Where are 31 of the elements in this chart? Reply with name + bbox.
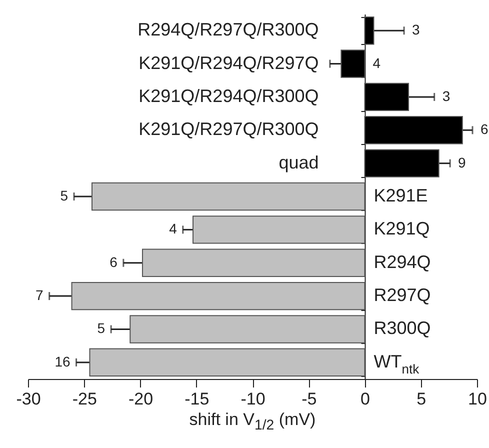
x-tick-label: 0	[360, 390, 370, 408]
annotation: 4	[169, 220, 178, 237]
annotation: 4	[372, 54, 381, 71]
annotation: 9	[458, 154, 466, 170]
y-tick-label: K291Q	[374, 218, 430, 239]
y-tick-label: K291E	[374, 186, 428, 206]
annotation: 3	[442, 88, 450, 104]
x-tick-label: -10	[240, 390, 266, 408]
annotation: 5	[60, 188, 68, 204]
x-tick-label: -20	[128, 390, 154, 408]
annotation: 5	[97, 320, 106, 336]
annotation: 6	[480, 121, 489, 138]
y-tick-label: R297Q	[374, 285, 431, 306]
y-tick-label: R294Q/R297Q/R300Q	[138, 20, 319, 40]
x-tick-label: -5	[302, 390, 317, 408]
y-tick-label: R294Q	[374, 252, 431, 272]
x-tick-label: -15	[184, 390, 210, 408]
x-tick-label: 10	[468, 390, 487, 408]
annotation: 16	[54, 353, 70, 370]
annotation: 3	[412, 22, 420, 38]
x-tick-label: 5	[416, 390, 426, 408]
x-axis-title: shift in V$_{1/2}$ (mV)	[188, 410, 317, 434]
x-tick-label: -30	[16, 390, 41, 408]
y-tick-label: R300Q	[374, 318, 431, 338]
y-tick-label: K291Q/R297Q/R300Q	[138, 119, 319, 140]
y-tick-label: quad	[278, 152, 319, 172]
annotation: 7	[36, 287, 44, 304]
x-tick-label: -25	[72, 390, 97, 408]
y-tick-label: K291Q/R294Q/R297Q	[138, 52, 319, 73]
y-tick-label: K291Q/R294Q/R300Q	[138, 86, 319, 106]
annotation: 6	[110, 254, 118, 270]
